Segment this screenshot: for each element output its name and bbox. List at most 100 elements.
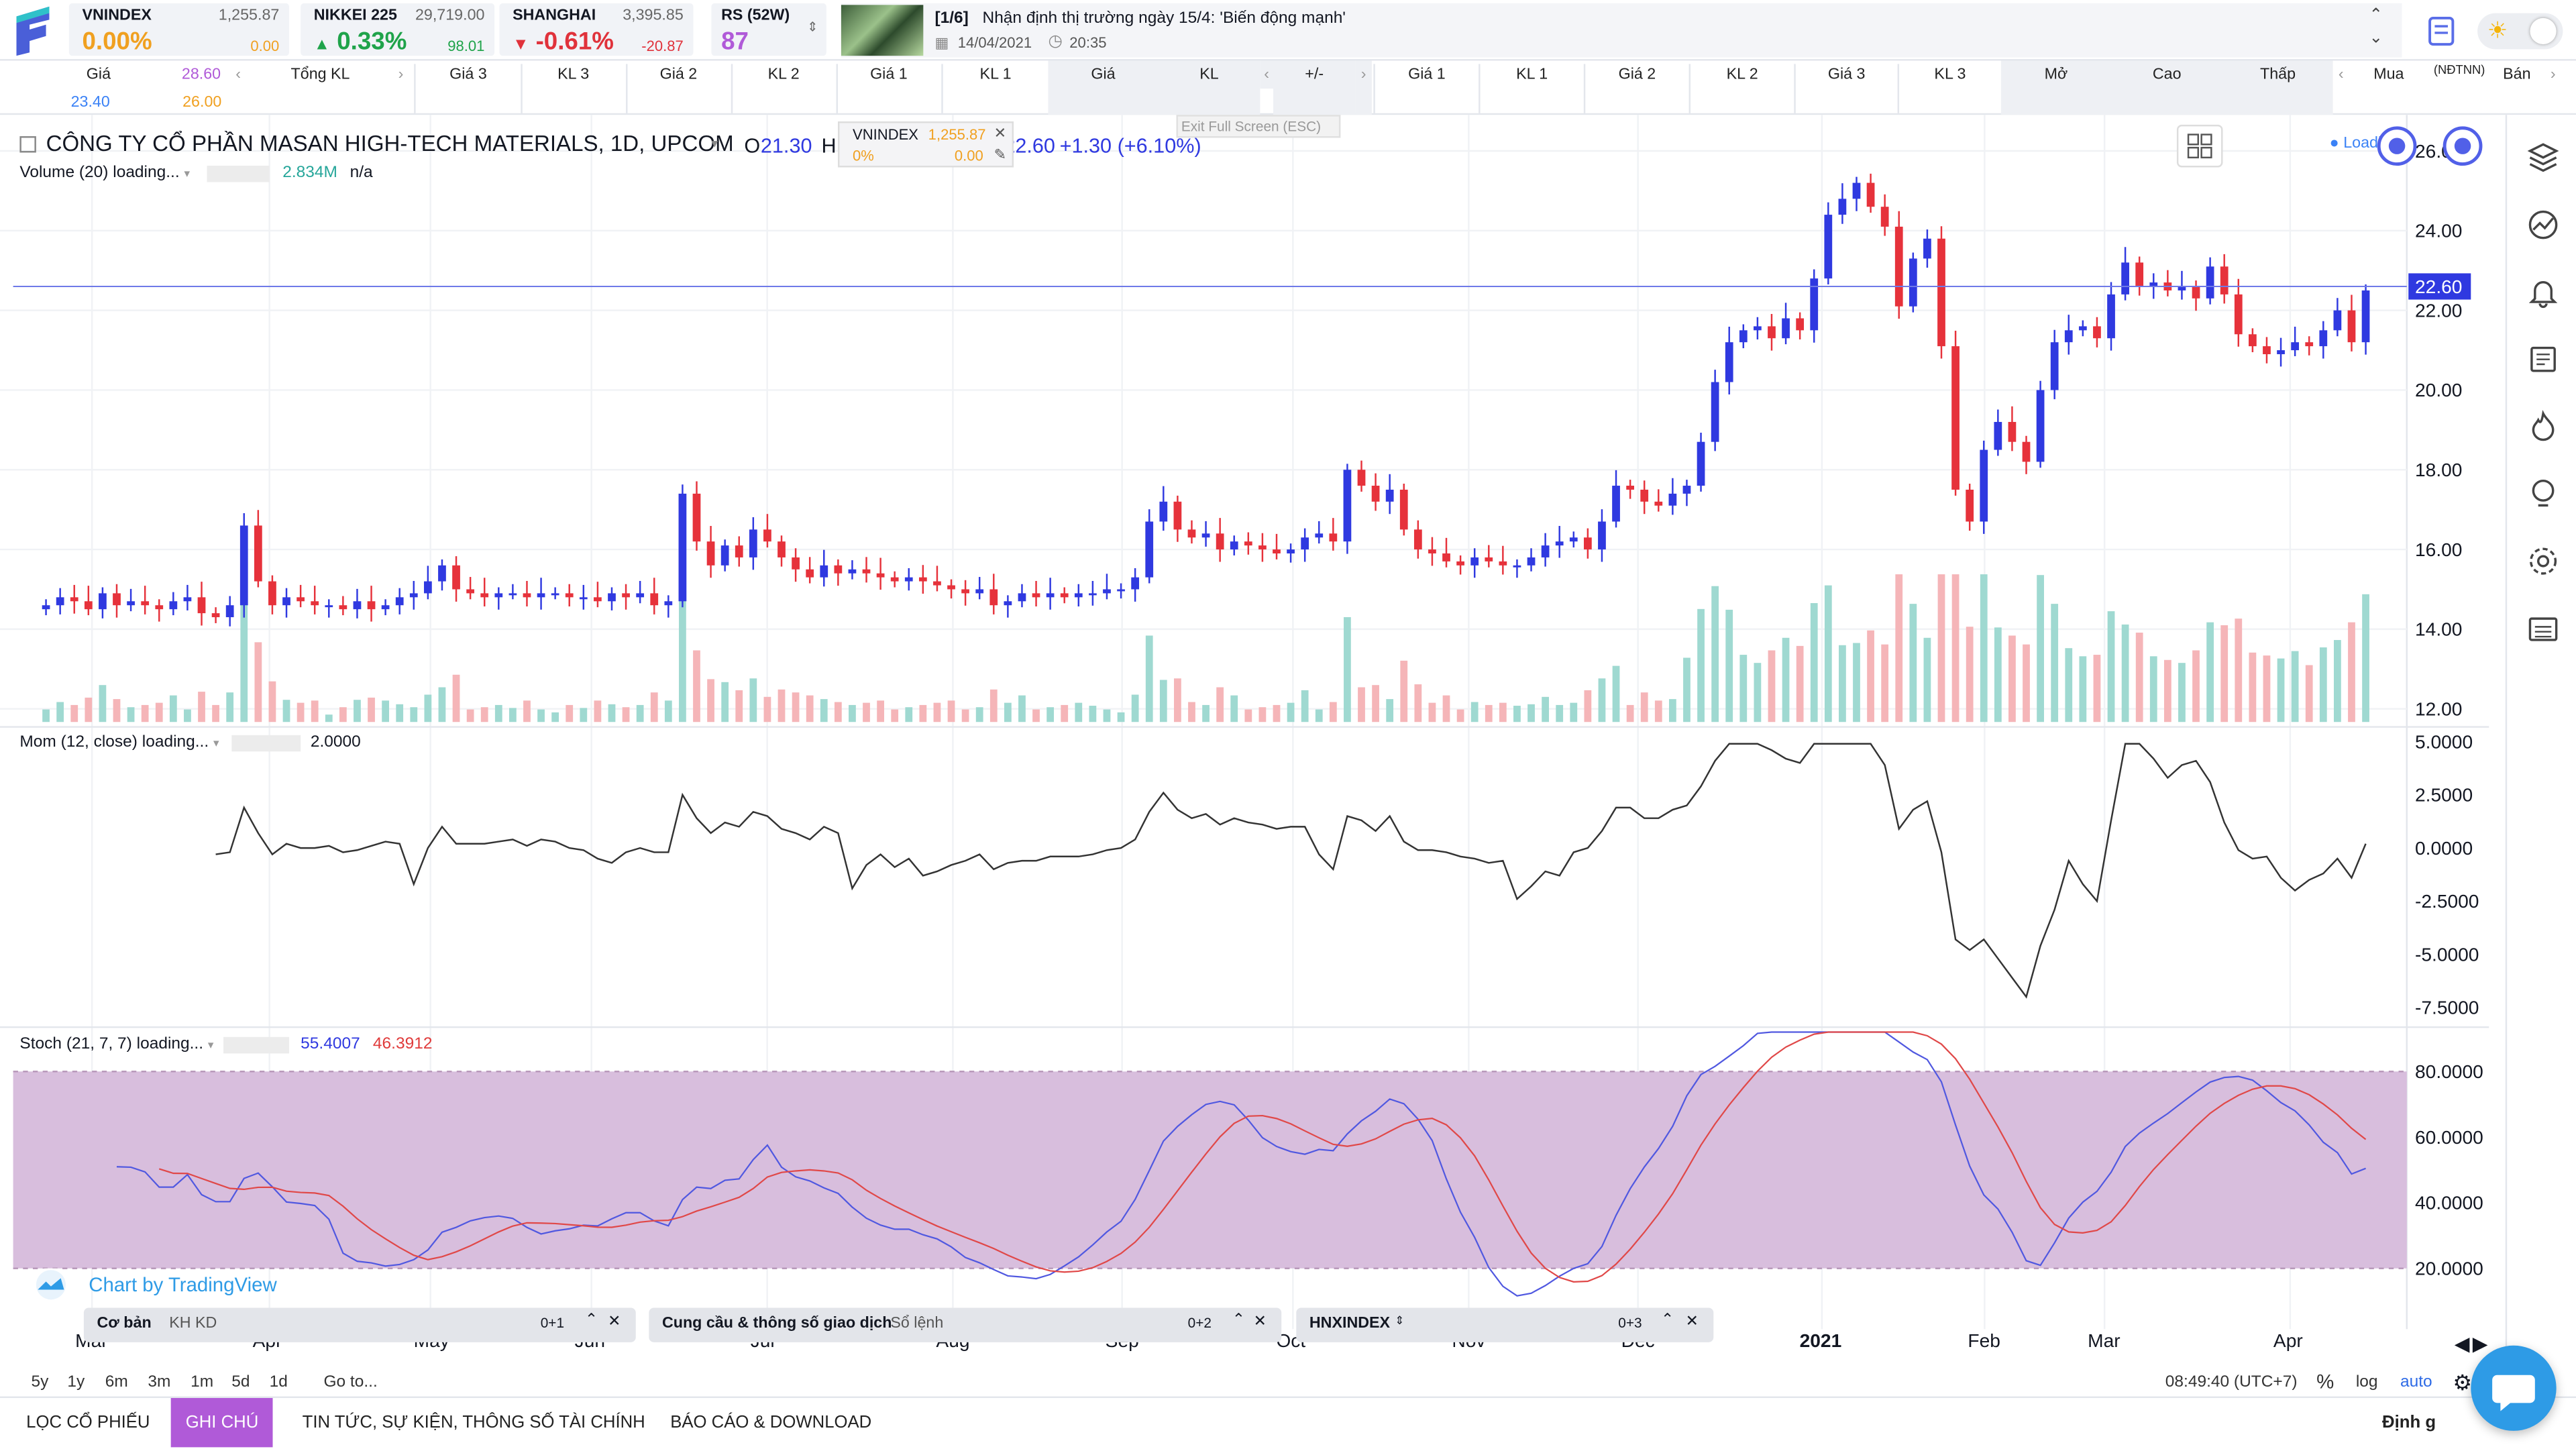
news-icon[interactable] bbox=[2527, 343, 2560, 376]
drag-handle-icon[interactable] bbox=[2443, 126, 2483, 166]
scroll-left-icon[interactable]: ◀ bbox=[2454, 1332, 2470, 1356]
tab-tin-tuc[interactable]: TIN TỨC, SỰ KIỆN, THÔNG SỐ TÀI CHÍNH bbox=[302, 1413, 645, 1433]
chevron-right-icon[interactable]: › bbox=[398, 65, 404, 84]
candle-body bbox=[1074, 593, 1083, 598]
index-card-vnindex[interactable]: VNINDEX 1,255.87 0.00% 0.00 bbox=[68, 3, 290, 56]
indicator-controls[interactable] bbox=[231, 735, 301, 752]
candle-body bbox=[1159, 501, 1168, 522]
lightbulb-icon[interactable] bbox=[2527, 478, 2560, 511]
close-icon[interactable]: ✕ bbox=[1253, 1312, 1267, 1331]
close-icon[interactable]: ✕ bbox=[994, 124, 1007, 142]
goto-button[interactable]: Go to... bbox=[323, 1373, 378, 1392]
panel-tab[interactable]: Cơ bản bbox=[97, 1314, 152, 1333]
compare-legend[interactable]: VNINDEX 1,255.87 0% 0.00 ✕ ✎ bbox=[837, 121, 1014, 168]
volume-bar bbox=[2121, 624, 2129, 722]
percent-scale-button[interactable]: % bbox=[2316, 1370, 2334, 1393]
news-ticker[interactable]: [1/6] Nhận định thị trường ngày 15/4: 'B… bbox=[841, 3, 2402, 58]
chevron-left-icon[interactable]: ‹ bbox=[2338, 65, 2344, 84]
index-pct: -0.61% bbox=[535, 28, 614, 56]
news-title[interactable]: Nhận định thị trường ngày 15/4: 'Biến độ… bbox=[982, 9, 1346, 28]
calculator-icon[interactable] bbox=[2527, 612, 2560, 645]
candle-body bbox=[2347, 310, 2356, 343]
bell-icon[interactable] bbox=[2527, 276, 2560, 309]
dropdown-icon[interactable]: ▾ bbox=[207, 1040, 214, 1052]
chevron-right-icon[interactable]: › bbox=[1355, 60, 1372, 115]
bottom-right-label[interactable]: Định g bbox=[2382, 1413, 2436, 1433]
dropdown-icon[interactable]: ▾ bbox=[213, 738, 219, 750]
globe-chart-icon[interactable] bbox=[2527, 209, 2560, 241]
chart-title[interactable]: CÔNG TY CỔ PHẦN MASAN HIGH-TECH MATERIAL… bbox=[46, 131, 734, 156]
timeframe-6m[interactable]: 6m bbox=[105, 1373, 128, 1392]
layout-grid-icon[interactable] bbox=[2176, 124, 2223, 168]
candle-body bbox=[664, 601, 673, 606]
tradingview-logo[interactable] bbox=[30, 1268, 72, 1301]
log-scale-button[interactable]: log bbox=[2355, 1373, 2378, 1392]
timeframe-3m[interactable]: 3m bbox=[148, 1373, 171, 1392]
settings-gear-icon[interactable]: ⚙ bbox=[2453, 1370, 2472, 1395]
auto-scale-button[interactable]: auto bbox=[2400, 1373, 2432, 1392]
edit-icon[interactable]: ✎ bbox=[994, 146, 1007, 163]
tab-loc-co-phieu[interactable]: LỌC CỔ PHIẾU bbox=[26, 1413, 150, 1433]
volume-bar bbox=[198, 692, 205, 722]
index-card-nikkei[interactable]: NIKKEI 225 29,719.00 ▲ 0.33% 98.01 bbox=[301, 3, 495, 56]
timeframe-5d[interactable]: 5d bbox=[231, 1373, 250, 1392]
dropdown-icon[interactable]: ▾ bbox=[711, 136, 718, 152]
tab-bao-cao[interactable]: BÁO CÁO & DOWNLOAD bbox=[670, 1413, 872, 1433]
volume-bar bbox=[99, 685, 107, 722]
dropdown-icon[interactable]: ▾ bbox=[184, 168, 191, 181]
volume-legend[interactable]: Volume (20) loading... ▾ bbox=[19, 164, 190, 182]
exit-fullscreen-hint[interactable]: Exit Full Screen (ESC) bbox=[1176, 115, 1341, 138]
timeframe-5y[interactable]: 5y bbox=[31, 1373, 49, 1392]
close-icon[interactable]: ✕ bbox=[608, 1312, 621, 1331]
panel-tab[interactable]: HNXINDEX bbox=[1309, 1314, 1391, 1333]
sort-icon[interactable]: ⇕ bbox=[1395, 1316, 1405, 1328]
candle-body bbox=[2248, 334, 2257, 347]
settings-icon[interactable] bbox=[2527, 545, 2560, 578]
sort-icon[interactable]: ⇕ bbox=[807, 19, 818, 35]
tradingview-attribution[interactable]: Chart by TradingView bbox=[89, 1273, 277, 1297]
timeframe-1y[interactable]: 1y bbox=[67, 1373, 85, 1392]
close-icon[interactable]: ✕ bbox=[1685, 1312, 1699, 1331]
chevron-up-icon[interactable]: ⌃ bbox=[1660, 1311, 1674, 1330]
chevron-up-icon[interactable]: ⌃ bbox=[584, 1311, 598, 1330]
candle-body bbox=[339, 605, 347, 610]
candle-body bbox=[1824, 215, 1833, 279]
drag-handle-icon[interactable] bbox=[2377, 126, 2417, 166]
chevron-up-icon[interactable]: ⌃ bbox=[1232, 1311, 1246, 1330]
volume-bar bbox=[70, 704, 78, 722]
rs-card[interactable]: RS (52W) 87 ⇕ bbox=[711, 3, 826, 56]
flame-icon[interactable] bbox=[2527, 410, 2560, 443]
panel-tab[interactable]: Cung cầu & thông số giao dịch bbox=[661, 1314, 892, 1333]
volume-bar bbox=[1598, 678, 1606, 722]
stoch-legend[interactable]: Stoch (21, 7, 7) loading... ▾ bbox=[19, 1035, 213, 1053]
notes-icon[interactable] bbox=[2425, 15, 2458, 48]
collapse-icon[interactable] bbox=[19, 136, 36, 153]
panel-bar-2[interactable]: Cung cầu & thông số giao dịch Sổ lệnh 0+… bbox=[649, 1307, 1282, 1342]
index-card-shanghai[interactable]: SHANGHAI 3,395.85 ▼ -0.61% -20.87 bbox=[499, 3, 694, 56]
panel-tab[interactable]: Sổ lệnh bbox=[890, 1314, 944, 1333]
mom-legend[interactable]: Mom (12, close) loading... ▾ bbox=[19, 733, 219, 751]
candle-body bbox=[806, 569, 814, 578]
x-tick-label: Apr bbox=[2273, 1330, 2303, 1351]
chevron-right-icon[interactable]: › bbox=[2550, 65, 2556, 84]
tab-ghi-chu[interactable]: GHI CHÚ bbox=[170, 1397, 274, 1448]
timeframe-1m[interactable]: 1m bbox=[191, 1373, 214, 1392]
panel-tab[interactable]: KH KD bbox=[169, 1314, 217, 1333]
chart-canvas[interactable]: 26.0024.0022.0020.0018.0016.0014.0012.00… bbox=[0, 115, 2506, 1395]
chevron-up-icon[interactable]: ⌃ bbox=[2369, 6, 2383, 25]
app-logo[interactable] bbox=[13, 6, 53, 56]
timeframe-1d[interactable]: 1d bbox=[269, 1373, 288, 1392]
theme-toggle[interactable]: ☀ bbox=[2477, 13, 2563, 50]
panel-bar-1[interactable]: Cơ bản KH KD 0+1 ⌃ ✕ bbox=[83, 1307, 636, 1342]
scroll-right-icon[interactable]: ▶ bbox=[2472, 1332, 2488, 1356]
layers-icon[interactable] bbox=[2527, 141, 2560, 174]
chevron-left-icon[interactable]: ‹ bbox=[1260, 60, 1273, 89]
indicator-controls[interactable] bbox=[223, 1036, 290, 1054]
indicator-controls[interactable] bbox=[207, 166, 270, 182]
volume-bar bbox=[1230, 695, 1238, 722]
chevron-left-icon[interactable]: ‹ bbox=[235, 65, 241, 84]
ohlc-open-label: O bbox=[744, 134, 761, 158]
chevron-down-icon[interactable]: ⌄ bbox=[2369, 30, 2383, 48]
panel-bar-3[interactable]: HNXINDEX ⇕ 0+3 ⌃ ✕ bbox=[1296, 1307, 1714, 1342]
chat-button[interactable] bbox=[2471, 1345, 2557, 1431]
